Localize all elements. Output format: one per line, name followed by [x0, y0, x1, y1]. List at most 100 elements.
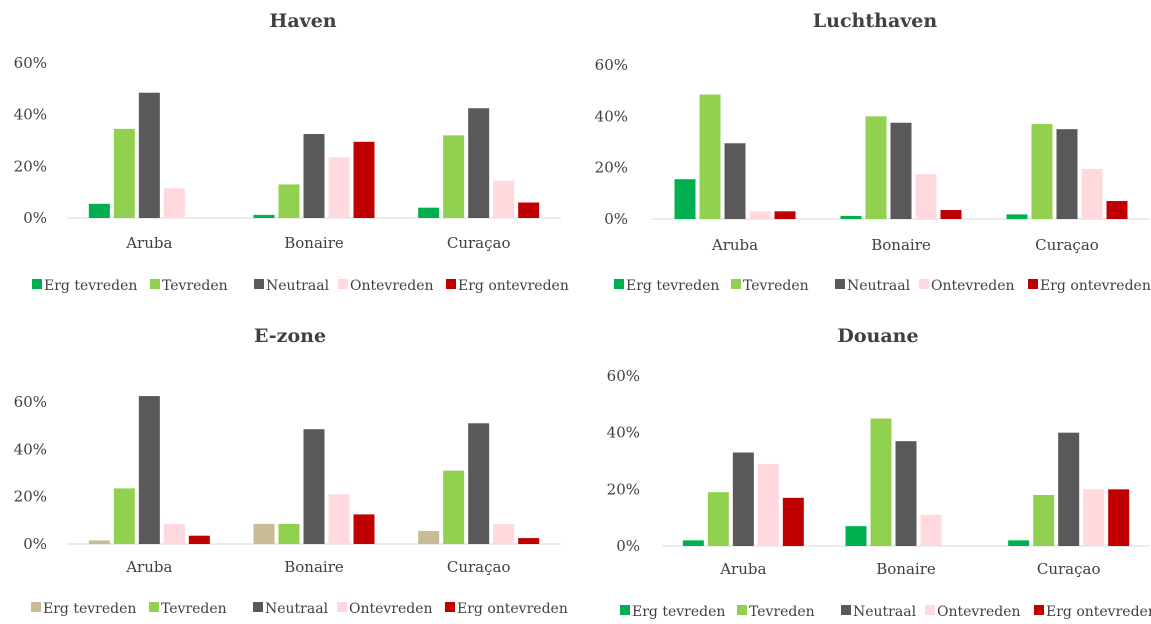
bar — [468, 108, 490, 218]
bar — [915, 174, 937, 219]
bar — [303, 134, 325, 218]
legend-label: Neutraal — [847, 278, 911, 294]
y-tick-label: 60% — [595, 56, 628, 74]
chart-title: E-zone — [254, 325, 326, 347]
bar — [895, 441, 917, 546]
category-label: Bonaire — [284, 558, 344, 576]
legend-swatch — [31, 602, 41, 612]
bar — [88, 540, 110, 544]
bar — [418, 530, 440, 544]
bar — [278, 523, 300, 544]
legend-swatch — [338, 279, 348, 289]
legend-swatch — [620, 605, 630, 615]
bar — [88, 203, 110, 218]
bar — [774, 211, 796, 219]
y-tick-label: 40% — [14, 440, 47, 458]
legend-swatch — [32, 279, 42, 289]
bar — [353, 514, 375, 544]
legend-swatch — [254, 279, 264, 289]
legend-label: Erg ontevreden — [1046, 604, 1151, 620]
legend-label: Erg ontevreden — [458, 278, 569, 294]
category-label: Aruba — [125, 234, 172, 252]
y-tick-label: 0% — [23, 535, 47, 553]
chart-e-zone: E-zone 0% 20% 40% 60% Aruba Bonaire Curaçao Erg… — [14, 325, 568, 617]
y-tick-label: 40% — [607, 424, 640, 442]
y-tick-label: 20% — [14, 488, 47, 506]
bar — [724, 143, 746, 219]
bar — [682, 540, 704, 546]
legend-swatch — [1028, 279, 1038, 289]
y-tick-label: 60% — [607, 367, 640, 385]
bar — [870, 418, 892, 546]
chart-title: Douane — [837, 325, 918, 347]
chart-title: Luchthaven — [813, 10, 938, 32]
bar — [163, 523, 185, 544]
category-label: Aruba — [711, 236, 758, 254]
bar — [1033, 495, 1055, 546]
category-label: Curaçao — [447, 234, 511, 252]
bar — [782, 497, 804, 546]
bar — [749, 211, 771, 219]
chart-douane: Douane 0% 20% 40% 60% Aruba Bonaire Curaçao Erg… — [607, 325, 1151, 620]
bar — [518, 202, 540, 218]
bar — [1058, 432, 1080, 546]
legend-label: Tevreden — [162, 278, 228, 294]
legend-label: Erg ontevreden — [457, 601, 568, 617]
legend-label: Tevreden — [749, 604, 815, 620]
legend-swatch — [737, 605, 747, 615]
bar — [920, 514, 942, 546]
bar — [707, 492, 729, 546]
bar — [328, 494, 350, 544]
bar — [493, 180, 515, 218]
bar — [699, 94, 721, 219]
legend-label: Ontevreden — [931, 278, 1015, 294]
y-tick-label: 20% — [595, 159, 628, 177]
bar — [1056, 129, 1078, 219]
bar — [493, 523, 515, 544]
bar — [163, 188, 185, 218]
y-tick-label: 40% — [595, 107, 628, 125]
bar — [757, 463, 779, 546]
category-label: Curaçao — [1035, 236, 1099, 254]
bar — [1081, 168, 1103, 219]
y-tick-label: 60% — [14, 54, 47, 72]
bar — [1031, 124, 1053, 219]
legend-label: Neutraal — [853, 604, 917, 620]
y-tick-label: 40% — [14, 106, 47, 124]
legend-label: Tevreden — [161, 601, 227, 617]
bar — [443, 135, 465, 218]
bar — [674, 179, 696, 219]
legend-swatch — [919, 279, 929, 289]
legend-label: Neutraal — [266, 278, 330, 294]
legend-swatch — [445, 602, 455, 612]
bar — [278, 184, 300, 218]
legend-label: Erg tevreden — [44, 278, 137, 294]
legend-label: Ontevreden — [350, 278, 434, 294]
bar — [303, 429, 325, 544]
bar — [418, 207, 440, 218]
legend-label: Tevreden — [743, 278, 809, 294]
legend-label: Ontevreden — [349, 601, 433, 617]
bar — [1083, 489, 1105, 546]
legend-label: Erg tevreden — [43, 601, 136, 617]
bar — [138, 396, 160, 544]
bar — [845, 526, 867, 546]
legend-label: Ontevreden — [937, 604, 1021, 620]
category-label: Bonaire — [876, 560, 936, 578]
bar — [353, 141, 375, 218]
category-label: Curaçao — [447, 558, 511, 576]
category-label: Bonaire — [284, 234, 344, 252]
bar — [253, 214, 275, 218]
legend-swatch — [1034, 605, 1044, 615]
category-label: Curaçao — [1037, 560, 1101, 578]
y-tick-label: 60% — [14, 393, 47, 411]
bar — [443, 470, 465, 544]
y-tick-label: 20% — [14, 157, 47, 175]
bar — [940, 210, 962, 219]
bar — [138, 92, 160, 218]
chart-haven: Haven 0% 20% 40% 60% Aruba Bonaire Curaçao Erg … — [14, 10, 569, 294]
bar — [328, 157, 350, 218]
bar — [188, 535, 210, 544]
legend-swatch — [614, 279, 624, 289]
bar — [840, 215, 862, 219]
